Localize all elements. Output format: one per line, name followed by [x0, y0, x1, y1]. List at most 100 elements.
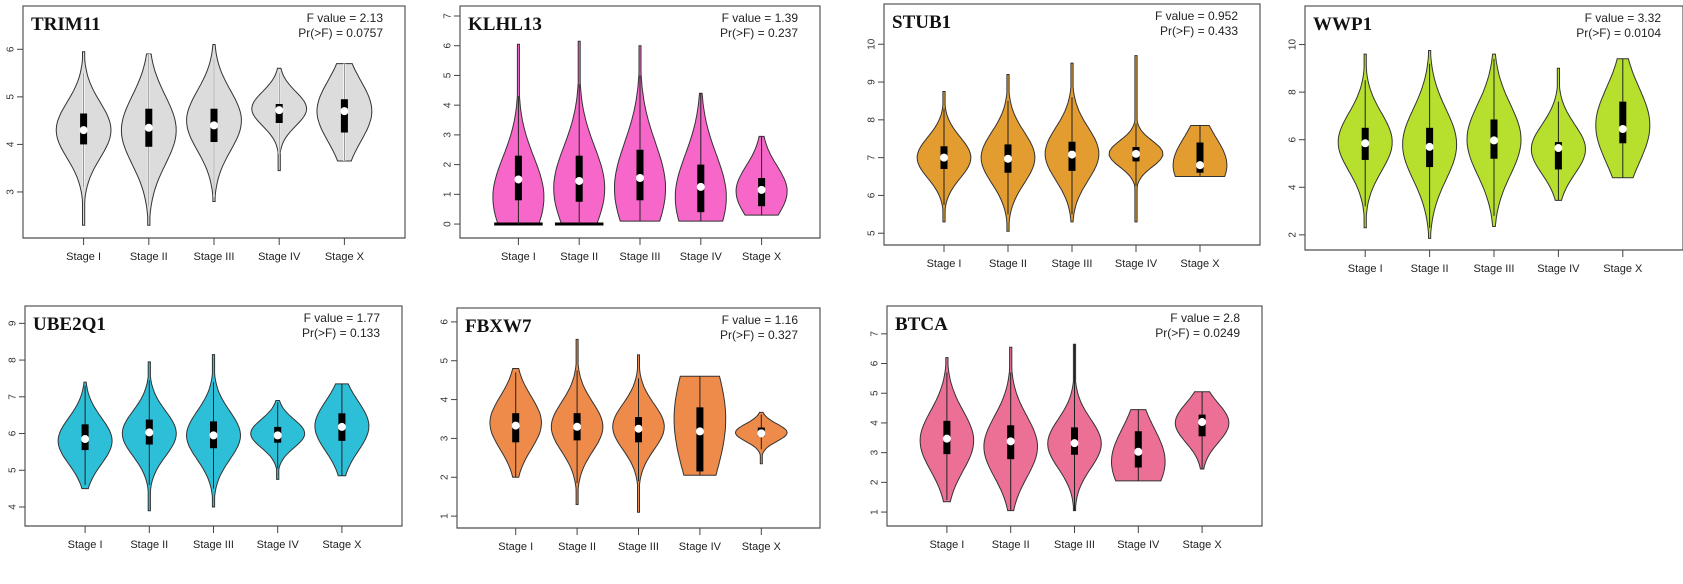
y-tick-label: 6 [867, 192, 878, 198]
median-point [144, 123, 153, 132]
x-tick-label: Stage I [68, 539, 103, 551]
median-point [273, 431, 282, 440]
panel-klhl13: 0 1 2 3 4 5 6 7 Stage I Stage II Stage III Stage IV… [443, 5, 821, 263]
y-tick-label: 3 [870, 449, 881, 455]
violin-stage-iii [612, 354, 665, 513]
violin-stage-i [489, 368, 543, 478]
iqr-box [1554, 142, 1562, 170]
x-tick-label: Stage I [1348, 263, 1383, 275]
violin-stage-i [492, 43, 545, 226]
x-tick-label: Stage IV [257, 539, 300, 551]
x-tick-label: Stage I [498, 541, 533, 553]
median-point [1554, 144, 1563, 153]
y-tick-label: 5 [6, 94, 17, 100]
iqr-box [696, 407, 704, 472]
median-point [511, 421, 520, 430]
panel-fbxw7: 1 2 3 4 5 6 Stage I Stage II Stage III Stage IV St… [440, 307, 821, 553]
x-tick-label: Stage IV [1115, 258, 1158, 270]
y-tick-label: 10 [867, 38, 878, 50]
x-tick-label: Stage II [130, 539, 168, 551]
y-tick-label: 2 [443, 161, 454, 167]
median-point [1196, 161, 1204, 170]
x-tick-label: Stage III [618, 541, 659, 553]
f-value-label: F value = 2.8 [1170, 311, 1240, 325]
x-tick-label: Stage III [193, 539, 234, 551]
gene-title: UBE2Q1 [33, 314, 106, 335]
violin-stage-iii [185, 354, 242, 508]
median-point [1361, 139, 1370, 148]
y-tick-label: 6 [6, 46, 17, 52]
y-tick-label: 0 [443, 221, 454, 227]
x-tick-label: Stage II [1411, 263, 1449, 275]
gene-title: KLHL13 [468, 14, 542, 35]
f-value-label: F value = 1.39 [722, 11, 799, 25]
violin-stage-iv [251, 67, 308, 172]
f-value-label: F value = 0.952 [1155, 9, 1238, 23]
median-point [79, 126, 88, 135]
x-tick-label: Stage X [1180, 258, 1220, 270]
y-tick-label: 4 [8, 504, 19, 510]
violin-stage-i [919, 357, 975, 503]
violin-stage-x [316, 63, 373, 162]
p-value-label: Pr(>F) = 0.433 [1160, 24, 1238, 38]
median-point [210, 121, 218, 130]
violin-stage-ii [983, 346, 1039, 512]
y-tick-label: 2 [870, 479, 881, 485]
violin-stage-iv [250, 400, 306, 480]
panel-ube2q1: 4 5 6 7 8 9 Stage I Stage II Stage III Stage IV St… [8, 305, 403, 551]
panel-trim11: 3 4 5 6 Stage I Stage II Stage III Stage IV Stag… [6, 5, 406, 263]
median-point [340, 107, 349, 116]
y-tick-label: 5 [870, 390, 881, 396]
x-tick-label: Stage IV [1537, 263, 1580, 275]
median-point [942, 434, 951, 443]
gene-title: TRIM11 [31, 14, 101, 35]
violin-stage-ii [550, 338, 604, 505]
violin-stage-x [314, 383, 370, 477]
violin-stage-iii [1044, 62, 1100, 223]
x-tick-label: Stage IV [1117, 539, 1160, 551]
violin-stage-ii [120, 53, 177, 226]
y-tick-label: 4 [443, 102, 454, 108]
median-point [514, 175, 523, 184]
p-value-label: Pr(>F) = 0.0757 [298, 26, 383, 40]
gene-title: FBXW7 [465, 316, 532, 337]
x-tick-label: Stage III [1052, 258, 1093, 270]
y-tick-label: 4 [6, 141, 17, 147]
x-tick-label: Stage X [742, 541, 782, 553]
x-tick-label: Stage IV [679, 541, 722, 553]
y-tick-label: 10 [1288, 39, 1299, 51]
y-tick-label: 2 [440, 474, 451, 480]
iqr-box [340, 99, 348, 133]
y-tick-label: 5 [443, 72, 454, 78]
median-point [940, 153, 948, 162]
x-tick-label: Stage I [929, 539, 964, 551]
violin-stage-i [1337, 53, 1393, 229]
y-tick-label: 4 [870, 420, 881, 426]
p-value-label: Pr(>F) = 0.327 [720, 328, 798, 342]
x-tick-label: Stage II [558, 541, 596, 553]
x-tick-label: Stage III [1054, 539, 1095, 551]
p-value-label: Pr(>F) = 0.0104 [1576, 26, 1661, 40]
violin-stage-i [55, 51, 112, 226]
y-tick-label: 5 [867, 230, 878, 236]
x-tick-label: Stage X [742, 251, 782, 263]
x-tick-label: Stage II [992, 539, 1030, 551]
x-tick-label: Stage I [927, 258, 962, 270]
gene-title: STUB1 [892, 12, 951, 33]
x-tick-label: Stage III [620, 251, 661, 263]
y-tick-label: 3 [440, 435, 451, 441]
y-tick-label: 8 [8, 357, 19, 363]
gene-title: WWP1 [1313, 14, 1372, 35]
y-tick-label: 6 [8, 430, 19, 436]
violin-stage-iv [673, 375, 727, 476]
median-point [1006, 437, 1015, 446]
p-value-label: Pr(>F) = 0.133 [302, 326, 380, 340]
x-tick-label: Stage IV [680, 251, 723, 263]
violin-stage-iii [614, 45, 666, 222]
x-tick-label: Stage I [501, 251, 536, 263]
x-tick-label: Stage II [560, 251, 598, 263]
y-tick-label: 4 [1288, 184, 1299, 190]
median-point [757, 429, 766, 438]
median-point [337, 422, 346, 431]
